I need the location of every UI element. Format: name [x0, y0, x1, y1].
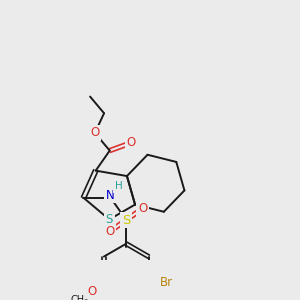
Text: O: O	[90, 126, 100, 140]
Text: S: S	[122, 214, 130, 226]
Text: S: S	[106, 213, 113, 226]
Text: O: O	[105, 225, 114, 238]
Text: H: H	[115, 182, 123, 191]
Text: O: O	[87, 285, 96, 298]
Text: O: O	[127, 136, 136, 149]
Text: Br: Br	[160, 276, 173, 289]
Text: O: O	[138, 202, 148, 215]
Text: CH₃: CH₃	[70, 295, 88, 300]
Text: N: N	[106, 189, 115, 202]
